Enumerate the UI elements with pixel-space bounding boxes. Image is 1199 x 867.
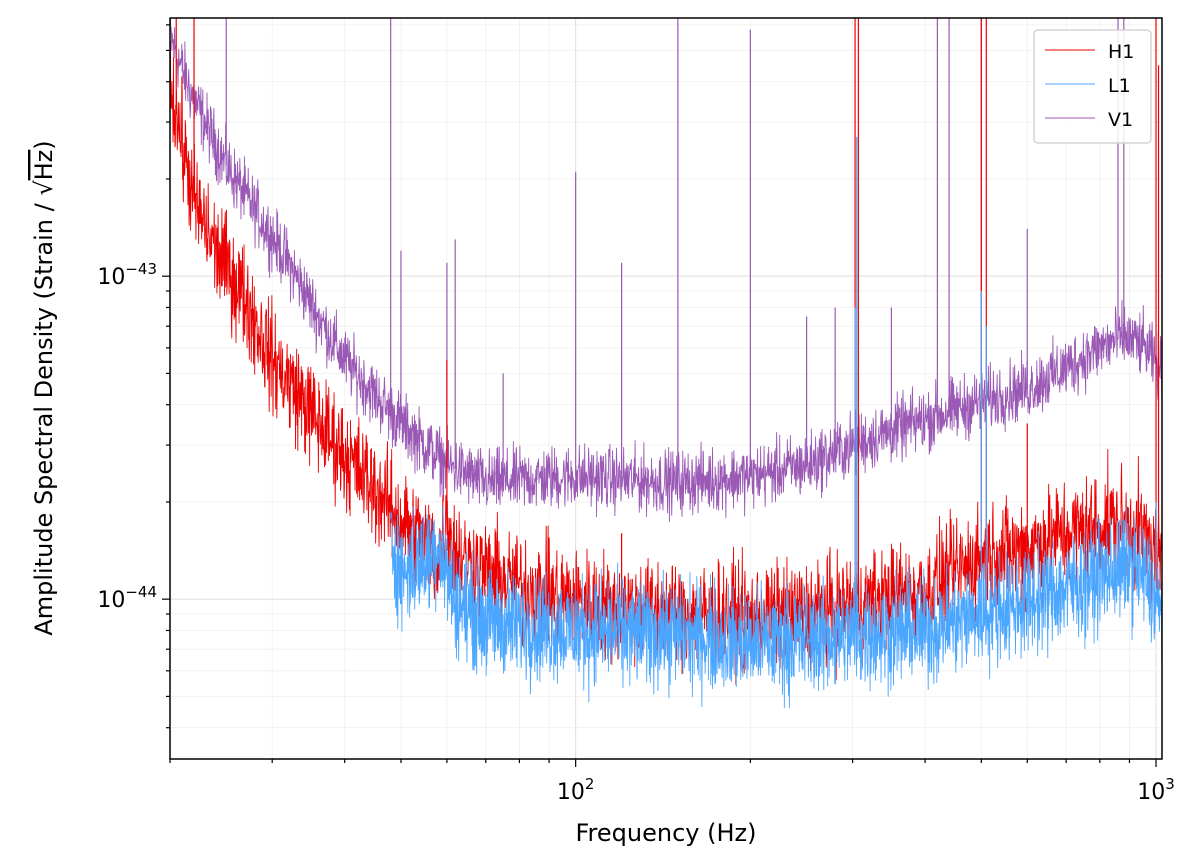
legend: H1 L1 V1 [1033, 29, 1152, 144]
plot-area [170, 18, 1162, 709]
y-tick-label: 10−43 [97, 260, 157, 290]
sqrt-radicand: Hz [30, 150, 58, 181]
series-line-v1 [170, 18, 1162, 522]
legend-label-l1: L1 [1108, 75, 1131, 97]
legend-label-v1: V1 [1108, 109, 1133, 131]
sqrt-symbol: √ [30, 180, 58, 196]
x-axis-label: Frequency (Hz) [576, 819, 757, 847]
y-tick-label: 10−44 [97, 583, 157, 613]
series-line-l1 [390, 506, 1162, 709]
axes-frame [169, 17, 1163, 760]
x-tick-label: 102 [557, 775, 595, 805]
y-axis-label: Amplitude Spectral Density (Strain / √Hz… [30, 140, 58, 635]
legend-box [1033, 29, 1152, 144]
ticks: 102 103 10−44 10−43 [97, 24, 1175, 805]
x-tick-label: 103 [1137, 775, 1175, 805]
legend-label-h1: H1 [1108, 41, 1134, 63]
